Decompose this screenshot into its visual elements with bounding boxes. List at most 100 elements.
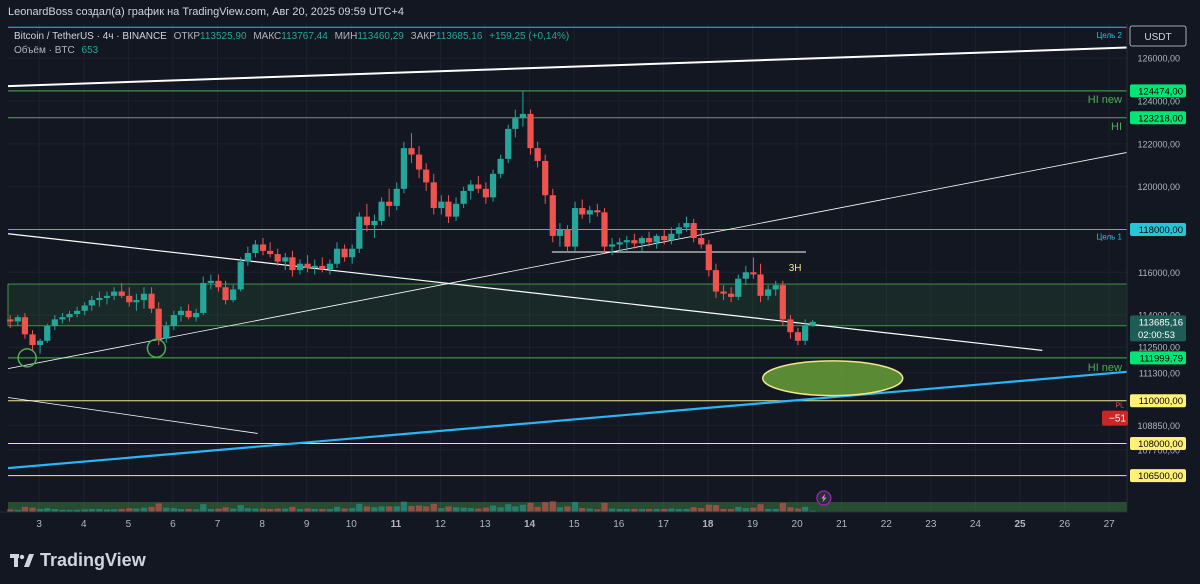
- candle-body: [356, 216, 363, 249]
- candle-body: [735, 278, 742, 297]
- candle: [809, 320, 816, 327]
- volume-bar: [698, 508, 705, 512]
- time-tick-label: 8: [259, 519, 265, 530]
- volume-bar: [126, 508, 133, 512]
- candle-body: [430, 182, 437, 209]
- candle-body: [675, 227, 683, 234]
- time-tick-label: 22: [881, 519, 893, 530]
- volume-label: Объём · BTC: [14, 44, 75, 56]
- candle-body: [638, 238, 646, 244]
- time-tick-label: 15: [569, 519, 581, 530]
- volume-bar: [66, 509, 73, 512]
- target-ellipse: [762, 360, 904, 397]
- candle: [296, 259, 304, 275]
- price-tick-label: 122000,00: [1137, 139, 1180, 149]
- candle: [623, 235, 630, 251]
- candle-body: [118, 291, 125, 296]
- volume-bar: [148, 506, 155, 512]
- volume-bar: [542, 502, 549, 512]
- candle: [556, 223, 564, 247]
- candle-body: [252, 244, 259, 254]
- trend-line: [7, 370, 1128, 470]
- time-tick-label: 7: [215, 519, 221, 530]
- candle: [14, 315, 21, 326]
- volume-bar: [185, 508, 192, 512]
- tradingview-logo-icon: [10, 553, 34, 567]
- price-tick-label: 112500,00: [1138, 343, 1180, 353]
- candle: [787, 315, 794, 339]
- range-zone: [7, 283, 1128, 327]
- candle: [542, 154, 549, 204]
- candle-body: [319, 265, 326, 270]
- lightning-icon: [816, 490, 832, 506]
- candle: [497, 154, 504, 179]
- candle-body: [371, 220, 378, 226]
- candle-body: [594, 210, 601, 213]
- candle: [802, 319, 809, 346]
- candle: [779, 280, 786, 326]
- candle-body: [505, 128, 512, 159]
- candle: [631, 233, 638, 249]
- volume-bar: [133, 508, 140, 512]
- tradingview-logo[interactable]: TradingView: [10, 550, 146, 571]
- candle: [534, 141, 541, 168]
- candle-body: [363, 216, 370, 226]
- candle-body: [185, 310, 192, 318]
- candle: [519, 90, 527, 127]
- open-value: 113525,90: [200, 31, 247, 42]
- close-value: 113685,16: [436, 31, 483, 42]
- time-axis[interactable]: [0, 512, 1200, 536]
- candle: [445, 195, 452, 224]
- volume-bar: [505, 504, 512, 512]
- volume-bar: [564, 506, 571, 512]
- candle: [430, 173, 437, 215]
- currency-button[interactable]: [1129, 25, 1187, 47]
- symbol-name: Bitcoin / TetherUS · 4ч · BINANCE: [14, 31, 167, 42]
- time-tick-label: 13: [479, 519, 491, 530]
- candle-body: [7, 319, 14, 322]
- volume-bar: [319, 508, 326, 512]
- volume-bar: [7, 509, 14, 512]
- volume-bar: [712, 505, 720, 512]
- candle-body: [519, 113, 527, 119]
- candle-body: [750, 272, 757, 275]
- candle-body: [794, 332, 802, 341]
- volume-bar: [794, 508, 802, 512]
- candle-body: [445, 201, 452, 217]
- volume-bar: [683, 508, 690, 512]
- candle-body: [289, 257, 296, 271]
- trend-line: [7, 152, 1128, 369]
- candle: [438, 195, 445, 215]
- candle: [230, 285, 237, 303]
- volume-bar: [549, 501, 556, 512]
- candle-body: [601, 212, 608, 247]
- price-tick-label: 116000,00: [1138, 268, 1180, 278]
- trend-lines: [7, 46, 1128, 470]
- price-label-green: 124474,00: [1130, 84, 1186, 97]
- candle-body: [720, 291, 727, 294]
- marker-circle: [146, 338, 167, 359]
- price-axis[interactable]: [1127, 24, 1200, 512]
- volume-bar: [645, 508, 653, 512]
- candle: [423, 163, 430, 191]
- candle: [765, 285, 772, 301]
- volume-bar: [408, 505, 415, 512]
- candle-body: [497, 158, 504, 174]
- volume-bar: [571, 502, 579, 512]
- candle: [259, 238, 267, 256]
- candle: [512, 109, 519, 138]
- volume-bar: [51, 508, 58, 512]
- candle-body: [482, 188, 490, 198]
- time-tick-label: 5: [126, 519, 132, 530]
- candle-body: [556, 229, 564, 236]
- volume-bar: [653, 508, 660, 512]
- candle-body: [475, 184, 482, 189]
- time-tick-label: 12: [435, 519, 447, 530]
- candle-body: [579, 208, 586, 215]
- volume-bar: [386, 506, 393, 512]
- candle: [244, 246, 251, 266]
- candle: [690, 218, 697, 243]
- volume-bar: [296, 508, 304, 512]
- price-chart[interactable]: Цель 2 HI new HI Цель 1 3H HI new Bitcoin / T…: [0, 24, 1200, 536]
- high-label: МАКС: [253, 31, 281, 42]
